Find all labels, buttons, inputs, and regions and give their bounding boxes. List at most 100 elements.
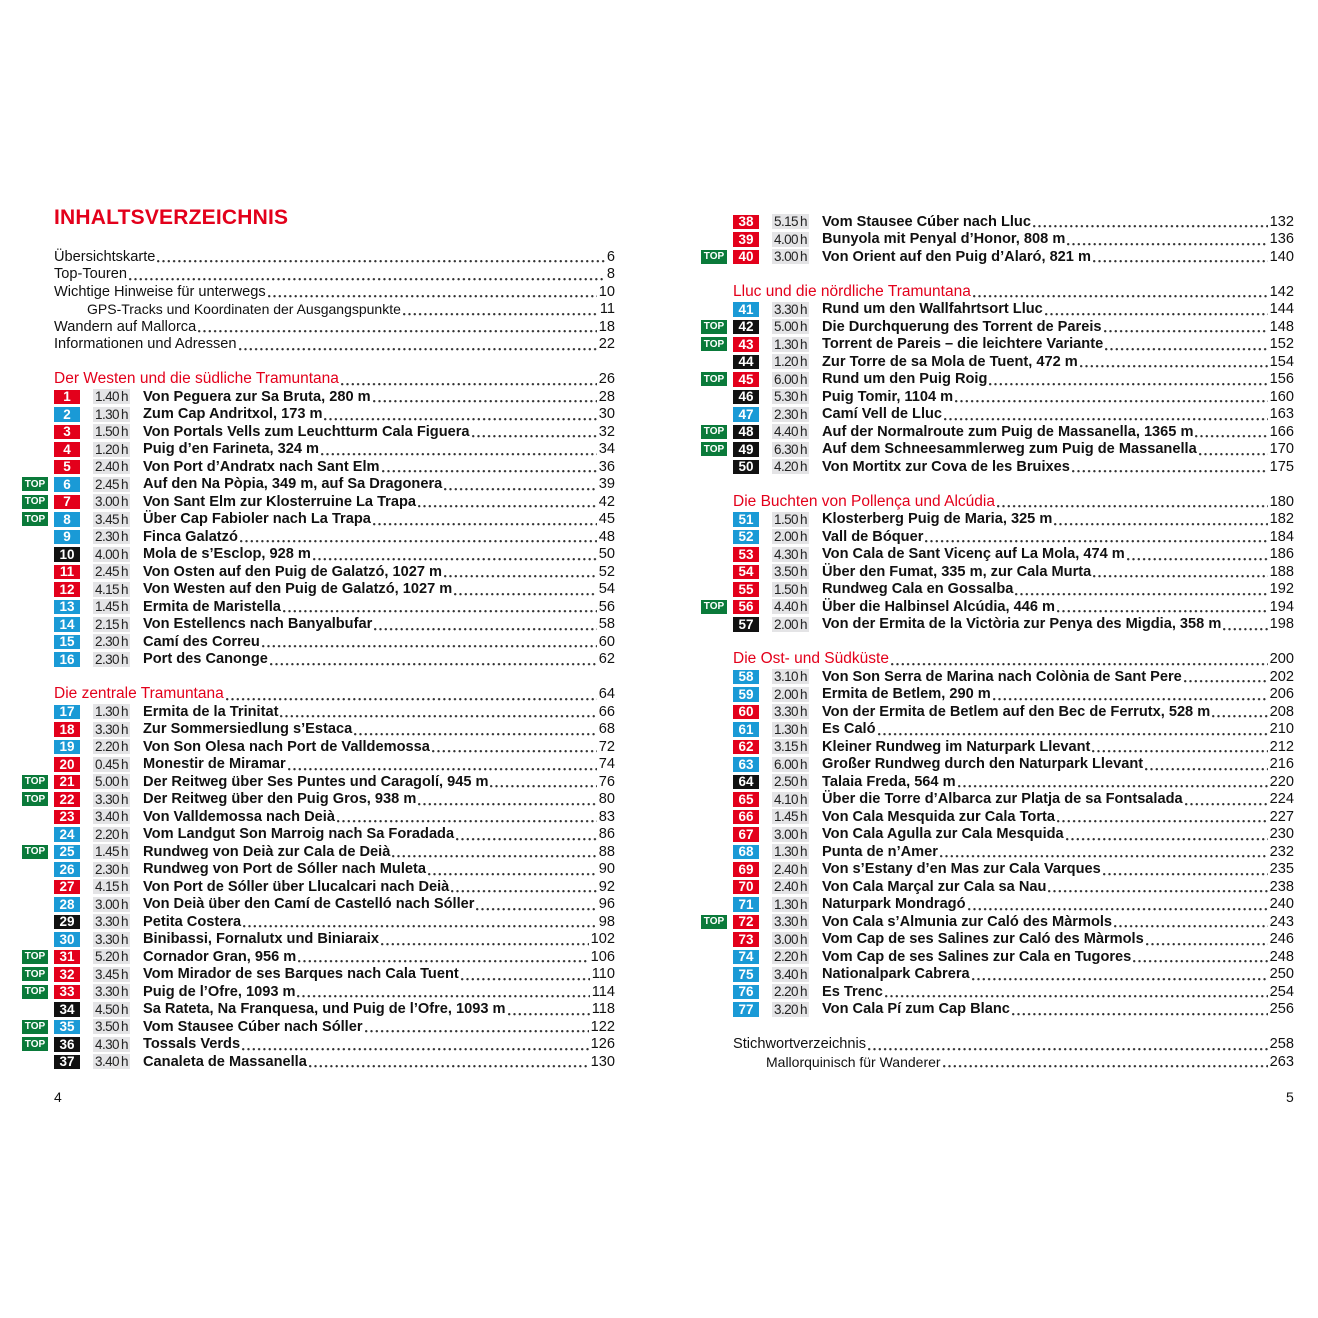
tour-entry[interactable]: TOP 45 6.00 h Rund um den Puig Roig 156 [701, 370, 1294, 388]
tour-entry[interactable]: 13 1.45 h Ermita de Maristella 56 [22, 598, 615, 616]
tour-entry[interactable]: TOP 48 4.40 h Auf der Normalroute zum Puig … [701, 423, 1294, 441]
tour-entry[interactable]: 51 1.50 h Klosterberg Puig de Maria, 325 m… [701, 510, 1294, 528]
tour-entry[interactable]: 71 1.30 h Naturpark Mondragó 240 [701, 895, 1294, 913]
tour-entry[interactable]: TOP 25 1.45 h Rundweg von Deià zur Cala de … [22, 843, 615, 861]
tour-entry[interactable]: TOP 21 5.00 h Der Reitweg über Ses Puntes u… [22, 773, 615, 791]
section-heading[interactable]: Lluc und die nördliche Tramuntana 142 [701, 283, 1294, 301]
section-heading[interactable]: Der Westen und die südliche Tramuntana 26 [22, 370, 615, 388]
tour-entry[interactable]: TOP 72 3.30 h Von Cala s’Almunia zur Caló d… [701, 913, 1294, 931]
tour-entry[interactable]: 63 6.00 h Großer Rundweg durch den Naturpa… [701, 755, 1294, 773]
tour-entry[interactable]: TOP 7 3.00 h Von Sant Elm zur Klosterruine … [22, 493, 615, 511]
tour-entry[interactable]: 60 3.30 h Von der Ermita de Betlem auf den… [701, 703, 1294, 721]
duration-unit: h [121, 634, 129, 650]
tour-entry[interactable]: 2 1.30 h Zum Cap Andritxol, 173 m 30 [22, 405, 615, 423]
tour-entry[interactable]: 20 0.45 h Monestir de Miramar 74 [22, 755, 615, 773]
tour-entry[interactable]: 17 1.30 h Ermita de la Trinitat 66 [22, 703, 615, 721]
tour-entry[interactable]: 29 3.30 h Petita Costera 98 [22, 913, 615, 931]
dot-leader [992, 685, 1268, 703]
tour-entry[interactable]: 77 3.20 h Von Cala Pí zum Cap Blanc 256 [701, 1000, 1294, 1018]
toc-entry[interactable]: Wichtige Hinweise für unterwegs 10 [22, 283, 615, 301]
tour-entry[interactable]: 39 4.00 h Bunyola mit Penyal d’Honor, 808 … [701, 230, 1294, 248]
tour-entry[interactable]: 58 3.10 h Von Son Serra de Marina nach Col… [701, 668, 1294, 686]
tour-entry[interactable]: 75 3.40 h Nationalpark Cabrera 250 [701, 965, 1294, 983]
duration-unit: h [800, 231, 808, 247]
toc-entry[interactable]: Mallorquinisch für Wanderer 263 [701, 1053, 1294, 1071]
tour-entry[interactable]: 19 2.20 h Von Son Olesa nach Port de Valld… [22, 738, 615, 756]
top-badge-placeholder [701, 687, 727, 701]
tour-entry[interactable]: 55 1.50 h Rundweg Cala en Gossalba 192 [701, 580, 1294, 598]
tour-entry[interactable]: 18 3.30 h Zur Sommersiedlung s’Estaca 68 [22, 720, 615, 738]
tour-entry[interactable]: 15 2.30 h Camí des Correu 60 [22, 633, 615, 651]
tour-entry[interactable]: 41 3.30 h Rund um den Wallfahrtsort Lluc 14… [701, 300, 1294, 318]
tour-entry[interactable]: 24 2.20 h Vom Landgut Son Marroig nach Sa … [22, 825, 615, 843]
tour-entry[interactable]: 23 3.40 h Von Valldemossa nach Deià 83 [22, 808, 615, 826]
tour-entry[interactable]: TOP 36 4.30 h Tossals Verds 126 [22, 1035, 615, 1053]
top-badge-placeholder [701, 967, 727, 981]
tour-entry[interactable]: 47 2.30 h Camí Vell de Lluc 163 [701, 405, 1294, 423]
tour-entry[interactable]: 10 4.00 h Mola de s’Esclop, 928 m 50 [22, 545, 615, 563]
toc-entry[interactable]: Wandern auf Mallorca 18 [22, 318, 615, 336]
tour-entry[interactable]: TOP 8 3.45 h Über Cap Fabioler nach La Trap… [22, 510, 615, 528]
tour-entry[interactable]: TOP 22 3.30 h Der Reitweg über den Puig Gro… [22, 790, 615, 808]
tour-entry[interactable]: 9 2.30 h Finca Galatzó 48 [22, 528, 615, 546]
tour-entry[interactable]: 30 3.30 h Binibassi, Fornalutx und Biniara… [22, 930, 615, 948]
tour-entry[interactable]: 14 2.15 h Von Estellencs nach Banyalbufar 5… [22, 615, 615, 633]
tour-entry[interactable]: 4 1.20 h Puig d’en Farineta, 324 m 34 [22, 440, 615, 458]
tour-entry[interactable]: 62 3.15 h Kleiner Rundweg im Naturpark Lle… [701, 738, 1294, 756]
tour-entry[interactable]: 74 2.20 h Vom Cap de ses Salines zur Cala … [701, 948, 1294, 966]
tour-entry[interactable]: 46 5.30 h Puig Tomir, 1104 m 160 [701, 388, 1294, 406]
tour-entry[interactable]: 5 2.40 h Von Port d’Andratx nach Sant Elm 3… [22, 458, 615, 476]
tour-entry[interactable]: 76 2.20 h Es Trenc 254 [701, 983, 1294, 1001]
tour-entry[interactable]: 16 2.30 h Port des Canonge 62 [22, 650, 615, 668]
tour-entry[interactable]: 27 4.15 h Von Port de Sóller über Llucalca… [22, 878, 615, 896]
tour-entry[interactable]: 28 3.00 h Von Deià über den Camí de Castel… [22, 895, 615, 913]
tour-entry[interactable]: 69 2.40 h Von s’Estany d’en Mas zur Cala V… [701, 860, 1294, 878]
tour-entry[interactable]: TOP 43 1.30 h Torrent de Pareis – die leich… [701, 335, 1294, 353]
tour-entry[interactable]: 59 2.00 h Ermita de Betlem, 290 m 206 [701, 685, 1294, 703]
toc-entry[interactable]: Informationen und Adressen 22 [22, 335, 615, 353]
tour-entry[interactable]: 11 2.45 h Von Osten auf den Puig de Galatz… [22, 563, 615, 581]
tour-entry[interactable]: 73 3.00 h Vom Cap de ses Salines zur Caló … [701, 930, 1294, 948]
tour-number-badge: 52 [733, 529, 759, 544]
entry-title: Mola de s’Esclop, 928 m [143, 546, 311, 563]
tour-entry[interactable]: 52 2.00 h Vall de Bóquer 184 [701, 528, 1294, 546]
tour-entry[interactable]: TOP 40 3.00 h Von Orient auf den Puig d’Ala… [701, 248, 1294, 266]
toc-entry[interactable]: GPS-Tracks und Koordinaten der Ausgangsp… [22, 300, 615, 318]
tour-entry[interactable]: TOP 31 5.20 h Cornador Gran, 956 m 106 [22, 948, 615, 966]
tour-entry[interactable]: 3 1.50 h Von Portals Vells zum Leuchtturm … [22, 423, 615, 441]
tour-entry[interactable]: TOP 33 3.30 h Puig de l’Ofre, 1093 m 114 [22, 983, 615, 1001]
tour-entry[interactable]: TOP 56 4.40 h Über die Halbinsel Alcúdia, 4… [701, 598, 1294, 616]
tour-entry[interactable]: 38 5.15 h Vom Stausee Cúber nach Lluc 132 [701, 213, 1294, 231]
tour-entry[interactable]: 66 1.45 h Von Cala Mesquida zur Cala Torta… [701, 808, 1294, 826]
tour-entry[interactable]: 61 1.30 h Es Caló 210 [701, 720, 1294, 738]
duration: 4.20 h [772, 459, 809, 475]
tour-number-badge: 7 [54, 494, 80, 509]
section-heading[interactable]: Die Ost- und Südküste 200 [701, 650, 1294, 668]
tour-entry[interactable]: 44 1.20 h Zur Torre de sa Mola de Tuent, 4… [701, 353, 1294, 371]
tour-entry[interactable]: 65 4.10 h Über die Torre d’Albarca zur Pla… [701, 790, 1294, 808]
tour-entry[interactable]: 53 4.30 h Von Cala de Sant Vicenç auf La M… [701, 545, 1294, 563]
tour-entry[interactable]: 37 3.40 h Canaleta de Massanella 130 [22, 1053, 615, 1071]
tour-entry[interactable]: 54 3.50 h Über den Fumat, 335 m, zur Cala … [701, 563, 1294, 581]
tour-entry[interactable]: 12 4.15 h Von Westen auf den Puig de Galat… [22, 580, 615, 598]
tour-entry[interactable]: 34 4.50 h Sa Rateta, Na Franquesa, und Pui… [22, 1000, 615, 1018]
tour-entry[interactable]: TOP 35 3.50 h Vom Stausee Cúber nach Sóller… [22, 1018, 615, 1036]
tour-entry[interactable]: 64 2.50 h Talaia Freda, 564 m 220 [701, 773, 1294, 791]
tour-entry[interactable]: 57 2.00 h Von der Ermita de la Victòria zu… [701, 615, 1294, 633]
tour-entry[interactable]: 70 2.40 h Von Cala Marçal zur Cala sa Nau 2… [701, 878, 1294, 896]
tour-entry[interactable]: TOP 42 5.00 h Die Durchquerung des Torrent … [701, 318, 1294, 336]
toc-entry[interactable]: Top-Touren 8 [22, 265, 615, 283]
toc-entry[interactable]: Stichwortverzeichnis 258 [701, 1035, 1294, 1053]
section-heading[interactable]: Die zentrale Tramuntana 64 [22, 685, 615, 703]
tour-entry[interactable]: 67 3.00 h Von Cala Agulla zur Cala Mesquid… [701, 825, 1294, 843]
tour-entry[interactable]: TOP 32 3.45 h Vom Mirador de ses Barques na… [22, 965, 615, 983]
section-heading[interactable]: Die Buchten von Pollença und Alcúdia 180 [701, 493, 1294, 511]
toc-entry[interactable]: Übersichtskarte 6 [22, 248, 615, 266]
tour-entry[interactable]: 1 1.40 h Von Peguera zur Sa Bruta, 280 m 28 [22, 388, 615, 406]
tour-entry[interactable]: 26 2.30 h Rundweg von Port de Sóller nach … [22, 860, 615, 878]
tour-entry[interactable]: 50 4.20 h Von Mortitx zur Cova de les Brui… [701, 458, 1294, 476]
tour-entry[interactable]: 68 1.30 h Punta de n’Amer 232 [701, 843, 1294, 861]
duration-unit: h [800, 949, 808, 965]
tour-entry[interactable]: TOP 49 6.30 h Auf dem Schneesammlerweg zum … [701, 440, 1294, 458]
tour-entry[interactable]: TOP 6 2.45 h Auf den Na Pòpia, 349 m, auf S… [22, 475, 615, 493]
